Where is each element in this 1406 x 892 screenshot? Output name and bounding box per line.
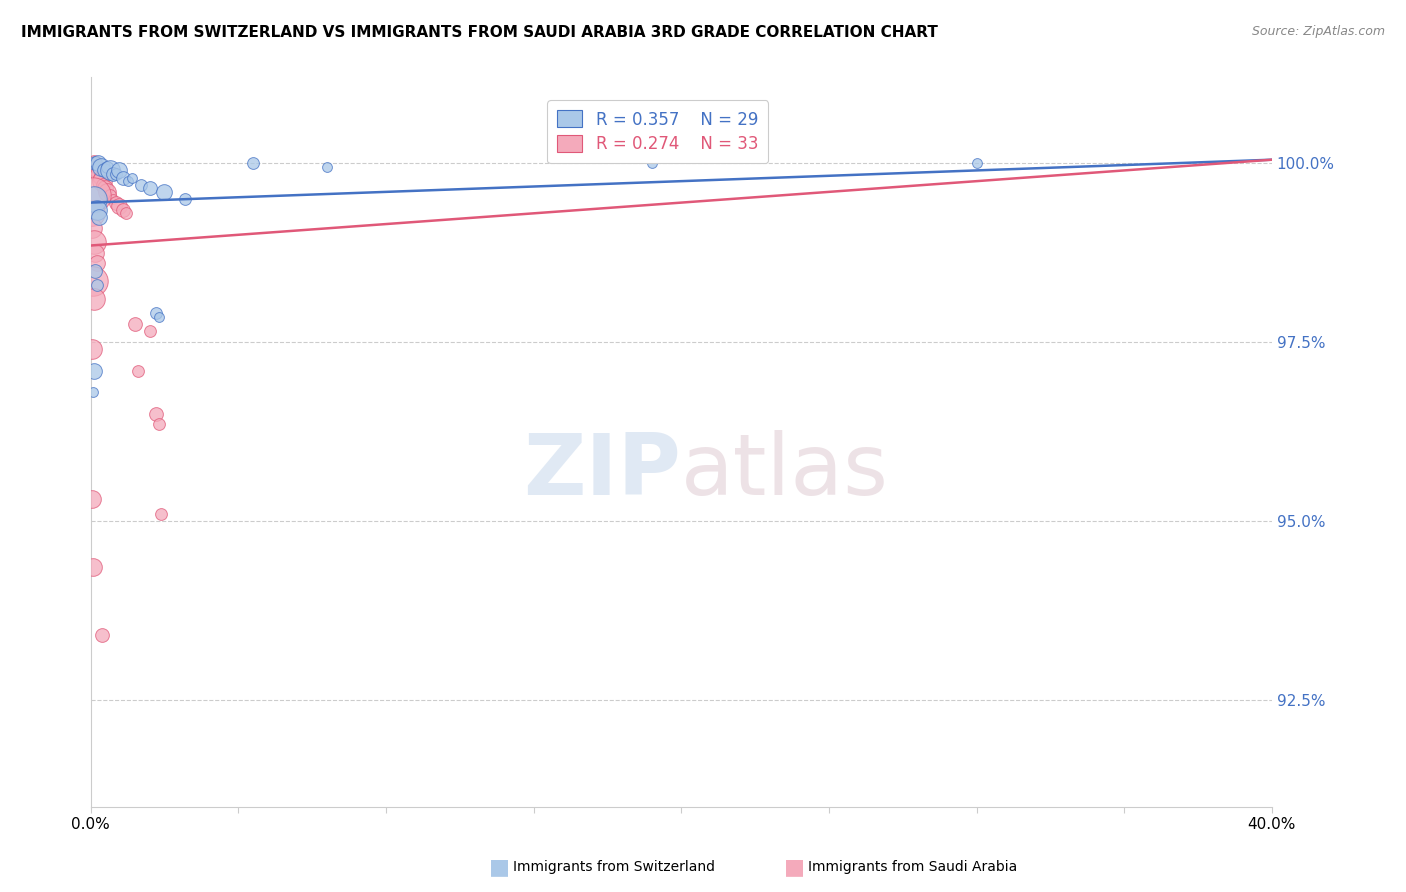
Point xyxy=(107,163,129,178)
Point xyxy=(86,163,108,178)
Point xyxy=(84,160,107,174)
Point xyxy=(87,167,110,181)
Point xyxy=(966,156,988,170)
Point xyxy=(83,292,105,306)
Point xyxy=(98,163,121,178)
Point xyxy=(84,156,107,170)
Point xyxy=(127,364,149,378)
Text: Immigrants from Saudi Arabia: Immigrants from Saudi Arabia xyxy=(808,860,1018,874)
Point xyxy=(83,364,105,378)
Point xyxy=(90,174,112,188)
Point xyxy=(115,206,138,220)
Point xyxy=(83,192,105,206)
Point xyxy=(107,199,129,213)
Point xyxy=(82,385,104,400)
Point xyxy=(86,277,108,292)
Point xyxy=(87,156,110,170)
Point xyxy=(90,160,112,174)
Point xyxy=(121,170,143,185)
Point xyxy=(148,417,170,432)
Point xyxy=(89,170,111,185)
Point xyxy=(242,156,264,170)
Point xyxy=(117,174,139,188)
Point xyxy=(112,170,135,185)
Point xyxy=(82,560,104,574)
Point xyxy=(96,160,118,174)
Point xyxy=(138,324,160,338)
Point xyxy=(91,178,114,192)
Point xyxy=(98,188,121,202)
Point xyxy=(83,156,105,170)
Point xyxy=(82,188,104,202)
Point xyxy=(83,235,105,249)
Point xyxy=(101,192,124,206)
Point xyxy=(80,343,103,357)
Text: ■: ■ xyxy=(489,857,509,877)
Point xyxy=(84,263,107,277)
Point xyxy=(82,206,104,220)
Point xyxy=(153,185,176,199)
Text: IMMIGRANTS FROM SWITZERLAND VS IMMIGRANTS FROM SAUDI ARABIA 3RD GRADE CORRELATIO: IMMIGRANTS FROM SWITZERLAND VS IMMIGRANT… xyxy=(21,25,938,40)
Point xyxy=(91,628,114,642)
Point xyxy=(104,195,127,210)
Text: atlas: atlas xyxy=(682,430,889,513)
Point xyxy=(96,185,118,199)
Point xyxy=(104,167,127,181)
Point xyxy=(112,202,135,217)
Point xyxy=(101,167,124,181)
Point xyxy=(641,156,664,170)
Text: Immigrants from Switzerland: Immigrants from Switzerland xyxy=(513,860,716,874)
Text: Source: ZipAtlas.com: Source: ZipAtlas.com xyxy=(1251,25,1385,38)
Legend: R = 0.357    N = 29, R = 0.274    N = 33: R = 0.357 N = 29, R = 0.274 N = 33 xyxy=(547,101,768,163)
Point xyxy=(129,178,152,192)
Point xyxy=(82,274,104,288)
Point xyxy=(86,256,108,270)
Point xyxy=(145,407,167,421)
Text: ■: ■ xyxy=(785,857,804,877)
Point xyxy=(145,306,167,320)
Point xyxy=(94,181,117,195)
Text: ZIP: ZIP xyxy=(523,430,682,513)
Point xyxy=(315,160,337,174)
Point xyxy=(150,507,173,521)
Point xyxy=(93,163,115,178)
Point xyxy=(80,492,103,507)
Point xyxy=(124,317,146,331)
Point xyxy=(138,181,160,195)
Point xyxy=(148,310,170,324)
Point xyxy=(84,245,107,260)
Point xyxy=(89,210,111,224)
Point xyxy=(80,220,103,235)
Point xyxy=(174,192,197,206)
Point xyxy=(86,202,108,217)
